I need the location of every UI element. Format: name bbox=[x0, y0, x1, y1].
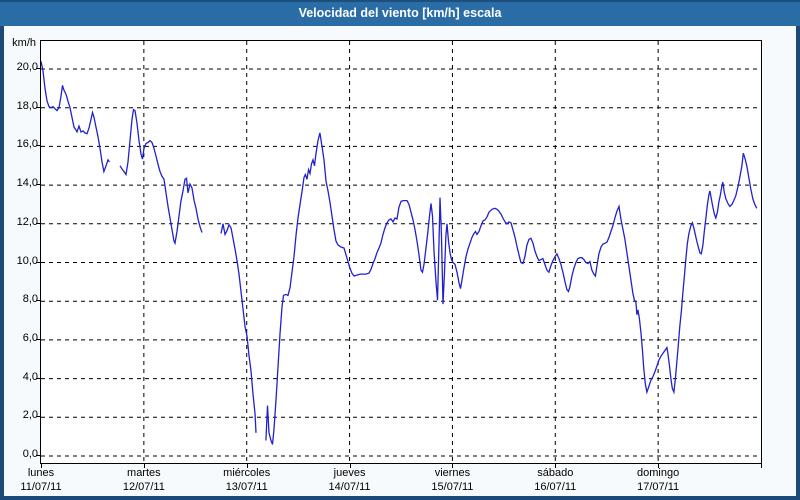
x-tick-day-label: lunes bbox=[27, 467, 55, 479]
series-line bbox=[119, 108, 203, 246]
y-tick-mark bbox=[36, 222, 40, 224]
x-tick-day-label: miércoles bbox=[223, 467, 271, 479]
content-area: km/h 20,0 18,0 16,0 14,0 12,0 10,0 8,0 6,0 4,0 2,… bbox=[4, 26, 796, 496]
x-tick-day-label: viernes bbox=[434, 467, 471, 479]
y-tick-mark bbox=[36, 416, 40, 418]
y-tick-mark bbox=[36, 184, 40, 186]
x-tick-mark bbox=[143, 464, 145, 468]
window-frame-bottom bbox=[0, 496, 800, 500]
x-tick-mark bbox=[41, 464, 42, 468]
x-tick-day-label: sábado bbox=[537, 467, 574, 479]
y-tick-mark bbox=[36, 300, 40, 302]
y-tick-mark bbox=[36, 338, 40, 340]
x-tick-date-label: 16/07/11 bbox=[534, 481, 577, 493]
x-tick-date-label: 11/07/11 bbox=[20, 481, 62, 493]
x-tick-date-label: 12/07/11 bbox=[122, 481, 165, 493]
plot-area bbox=[40, 40, 762, 464]
y-tick-mark bbox=[36, 68, 40, 69]
x-tick-date-label: 15/07/11 bbox=[431, 481, 474, 493]
x-tick-date-label: 17/07/11 bbox=[637, 481, 680, 493]
y-tick-label: 0,0 bbox=[22, 448, 38, 460]
x-tick-date-label: 13/07/11 bbox=[225, 481, 268, 493]
y-tick-label: 2,0 bbox=[22, 409, 38, 422]
series-line bbox=[265, 132, 758, 445]
y-tick-label: 18,0 bbox=[16, 99, 38, 112]
series-line bbox=[220, 223, 257, 433]
x-tick-day-label: jueves bbox=[333, 467, 366, 479]
y-tick-label: 8,0 bbox=[22, 293, 38, 306]
y-tick-label: 12,0 bbox=[16, 215, 38, 228]
x-tick-mark bbox=[246, 464, 248, 468]
y-tick-label: 20,0 bbox=[16, 61, 38, 73]
x-tick-day-label: domingo bbox=[637, 467, 680, 479]
y-tick-label: 6,0 bbox=[22, 331, 38, 344]
y-tick-label: 16,0 bbox=[16, 138, 38, 151]
y-axis-unit-label: km/h bbox=[12, 37, 36, 49]
y-tick-label: 4,0 bbox=[22, 370, 38, 383]
y-tick-mark bbox=[36, 455, 40, 456]
title-bar: Velocidad del viento [km/h] escala bbox=[0, 0, 800, 26]
y-tick-label: 14,0 bbox=[16, 177, 38, 190]
chart-title: Velocidad del viento [km/h] escala bbox=[298, 6, 502, 20]
y-tick-mark bbox=[36, 377, 40, 379]
x-tick-mark bbox=[349, 464, 351, 468]
window-frame-right bbox=[796, 26, 800, 500]
x-tick-mark bbox=[555, 464, 557, 468]
x-tick-mark bbox=[658, 464, 660, 468]
y-tick-mark bbox=[36, 261, 40, 263]
window-frame-left bbox=[0, 26, 4, 500]
x-tick-date-label: 14/07/11 bbox=[328, 481, 371, 493]
chart-canvas bbox=[41, 41, 761, 463]
x-tick-day-label: martes bbox=[127, 467, 161, 479]
y-tick-mark bbox=[36, 106, 40, 108]
y-tick-mark bbox=[36, 145, 40, 147]
x-tick-mark bbox=[452, 464, 454, 468]
x-tick-mark bbox=[761, 464, 762, 468]
series-line bbox=[41, 61, 111, 175]
y-tick-label: 10,0 bbox=[16, 254, 38, 267]
